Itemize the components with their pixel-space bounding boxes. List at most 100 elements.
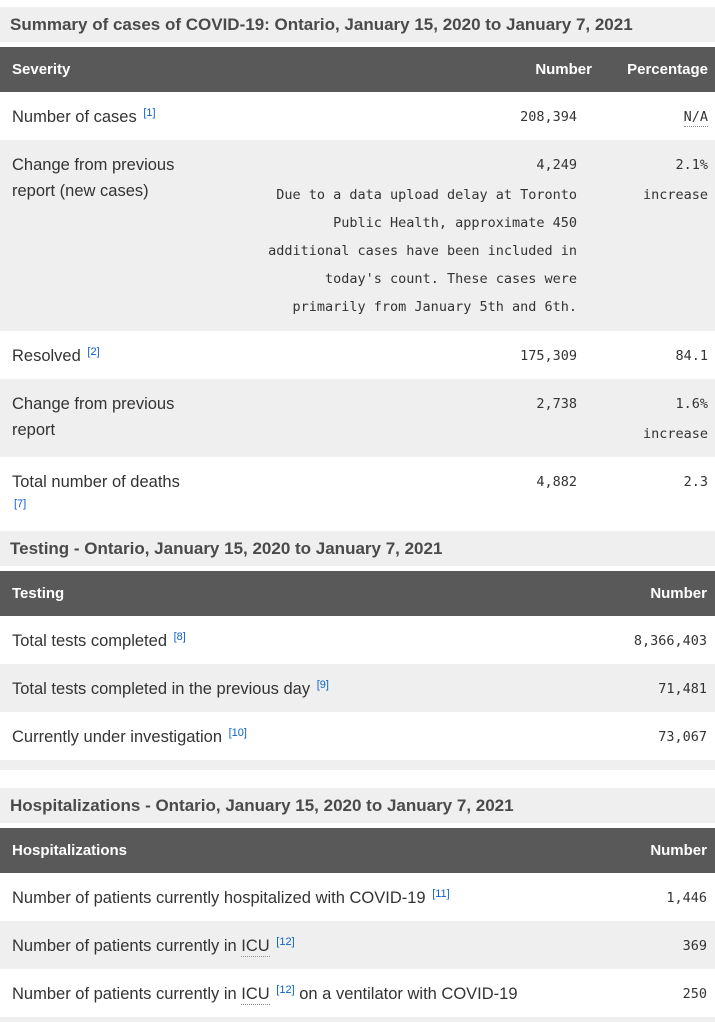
row-label: Number of patients currently in bbox=[12, 985, 237, 1003]
na-abbreviation: N/A bbox=[683, 109, 708, 127]
icu-abbreviation: ICU bbox=[241, 937, 270, 957]
table-row: Number of patients currently in ICU [12]… bbox=[0, 969, 715, 1017]
number-cell: 4,249 Due to a data upload delay at Toro… bbox=[200, 140, 605, 331]
table-row: Change from previous report 2,738 1.6% i… bbox=[0, 379, 715, 457]
number-cell: 208,394 bbox=[200, 92, 605, 140]
number-cell: 250 bbox=[580, 969, 715, 1017]
table-row: Resolved [2] 175,309 84.1 bbox=[0, 331, 715, 379]
row-label-cell: Change from previous report (new cases) bbox=[0, 140, 200, 331]
hospitalizations-header-row: Hospitalizations Number bbox=[0, 828, 715, 873]
number-value: 250 bbox=[682, 986, 707, 1002]
percentage-direction: increase bbox=[642, 187, 708, 203]
row-label-cell: Total number of deaths [7] bbox=[0, 457, 200, 531]
number-value: 208,394 bbox=[520, 109, 577, 125]
summary-section-title: Summary of cases of COVID-19: Ontario, J… bbox=[0, 7, 715, 42]
row-label: Number of patients currently hospitalize… bbox=[12, 889, 426, 907]
row-label-cell: Number of cases [1] bbox=[0, 92, 200, 140]
footnote-link[interactable]: [11] bbox=[432, 887, 450, 900]
column-header-number: Number bbox=[200, 47, 605, 92]
row-label: Currently under investigation bbox=[12, 728, 223, 746]
number-value: 1,446 bbox=[666, 890, 707, 906]
table-row: Total tests completed [8] 8,366,403 bbox=[0, 616, 715, 664]
column-header-percentage: Percentage bbox=[605, 47, 715, 92]
table-row: Total tests completed in the previous da… bbox=[0, 664, 715, 712]
testing-section-title: Testing - Ontario, January 15, 2020 to J… bbox=[0, 531, 715, 566]
number-value: 175,309 bbox=[520, 348, 577, 364]
row-label-cell: Change from previous report bbox=[0, 379, 200, 457]
table-row: Total number of deaths [7] 4,882 2.3 bbox=[0, 457, 715, 531]
summary-header-row: Severity Number Percentage bbox=[0, 47, 715, 92]
row-label: Resolved bbox=[12, 347, 81, 365]
percentage-value: 2.1% bbox=[675, 157, 708, 173]
number-cell: 8,366,403 bbox=[560, 616, 715, 664]
number-cell: 4,882 bbox=[200, 457, 605, 531]
footnote-link[interactable]: [12] bbox=[276, 935, 295, 948]
table-row: Number of cases [1] 208,394 N/A bbox=[0, 92, 715, 140]
row-label: Number of patients currently in bbox=[12, 937, 237, 955]
next-row-partial bbox=[0, 1017, 715, 1022]
hospitalizations-table: Hospitalizations Number Number of patien… bbox=[0, 828, 715, 1017]
column-header-severity: Severity bbox=[0, 47, 200, 92]
number-value: 71,481 bbox=[658, 681, 707, 697]
footnote-link[interactable]: [1] bbox=[143, 106, 156, 119]
hospitalizations-section-title: Hospitalizations - Ontario, January 15, … bbox=[0, 788, 715, 823]
footnote-link[interactable]: [2] bbox=[87, 345, 100, 358]
percentage-value: 2.3 bbox=[683, 474, 708, 490]
row-label-cell: Resolved [2] bbox=[0, 331, 200, 379]
number-cell: 2,738 bbox=[200, 379, 605, 457]
number-cell: 175,309 bbox=[200, 331, 605, 379]
number-cell: 73,067 bbox=[560, 712, 715, 760]
footnote-link[interactable]: [9] bbox=[316, 678, 329, 691]
column-header-hospitalizations: Hospitalizations bbox=[0, 828, 580, 873]
percentage-value: 1.6% bbox=[675, 396, 708, 412]
column-header-testing: Testing bbox=[0, 571, 560, 616]
row-label-suffix: on a ventilator with COVID-19 bbox=[299, 985, 518, 1003]
number-value: 4,882 bbox=[536, 474, 577, 490]
percentage-cell: 2.3 bbox=[605, 457, 715, 531]
row-label-cell: Number of patients currently hospitalize… bbox=[0, 873, 580, 921]
section-gap bbox=[0, 770, 715, 788]
table-row: Currently under investigation [10] 73,06… bbox=[0, 712, 715, 760]
percentage-direction: increase bbox=[642, 426, 708, 442]
row-label: Total tests completed in the previous da… bbox=[12, 680, 311, 698]
row-label-cell: Currently under investigation [10] bbox=[0, 712, 560, 760]
footnote-link[interactable]: [12] bbox=[276, 983, 295, 996]
row-label: Change from previous report bbox=[12, 395, 175, 439]
testing-header-row: Testing Number bbox=[0, 571, 715, 616]
row-label: Change from previous report (new cases) bbox=[12, 156, 175, 200]
row-label-cell: Number of patients currently in ICU [12] bbox=[0, 921, 580, 969]
testing-table: Testing Number Total tests completed [8]… bbox=[0, 571, 715, 760]
number-value: 8,366,403 bbox=[633, 633, 707, 649]
number-cell: 71,481 bbox=[560, 664, 715, 712]
icu-abbreviation: ICU bbox=[241, 985, 270, 1005]
percentage-value: 84.1 bbox=[675, 348, 708, 364]
footnote-link[interactable]: [10] bbox=[228, 726, 247, 739]
percentage-cell: 2.1% increase bbox=[605, 140, 715, 331]
row-label-cell: Total tests completed in the previous da… bbox=[0, 664, 560, 712]
row-label-cell: Total tests completed [8] bbox=[0, 616, 560, 664]
data-delay-note: Due to a data upload delay at Toronto Pu… bbox=[268, 187, 577, 315]
percentage-cell: 84.1 bbox=[605, 331, 715, 379]
column-header-number: Number bbox=[580, 828, 715, 873]
table-row: Change from previous report (new cases) … bbox=[0, 140, 715, 331]
percentage-cell: N/A bbox=[605, 92, 715, 140]
row-label: Total number of deaths bbox=[12, 473, 180, 491]
footnote-link[interactable]: [7] bbox=[14, 497, 27, 510]
footnote-link[interactable]: [8] bbox=[173, 630, 186, 643]
testing-table-empty-row bbox=[0, 760, 715, 770]
summary-table: Severity Number Percentage Number of cas… bbox=[0, 47, 715, 531]
number-value: 369 bbox=[682, 938, 707, 954]
table-row: Number of patients currently in ICU [12]… bbox=[0, 921, 715, 969]
row-label: Number of cases bbox=[12, 108, 137, 126]
number-value: 4,249 bbox=[536, 157, 577, 173]
number-cell: 1,446 bbox=[580, 873, 715, 921]
number-cell: 369 bbox=[580, 921, 715, 969]
number-value: 73,067 bbox=[658, 729, 707, 745]
table-row: Number of patients currently hospitalize… bbox=[0, 873, 715, 921]
number-value: 2,738 bbox=[536, 396, 577, 412]
column-header-number: Number bbox=[560, 571, 715, 616]
row-label: Total tests completed bbox=[12, 632, 167, 650]
percentage-cell: 1.6% increase bbox=[605, 379, 715, 457]
row-label-cell: Number of patients currently in ICU [12]… bbox=[0, 969, 580, 1017]
